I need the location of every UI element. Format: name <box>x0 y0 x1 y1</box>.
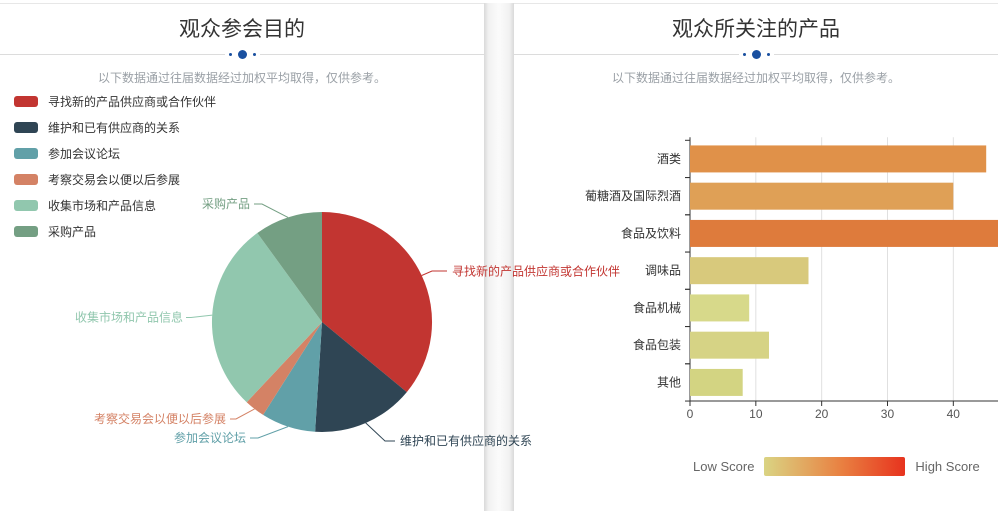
bar-panel-subtitle: 以下数据通过往届数据经过加权平均取得，仅供参考。 <box>611 71 900 85</box>
legend-swatch <box>14 199 38 211</box>
title-divider <box>0 49 484 59</box>
bar-panel: 观众所关注的产品 以下数据通过往届数据经过加权平均取得，仅供参考。 Low Sc… <box>514 3 998 511</box>
divider-dot-big <box>237 49 247 59</box>
divider-dot-small <box>742 52 746 56</box>
bar-5[interactable] <box>690 331 769 359</box>
legend-label: 考察交易会以便以后参展 <box>48 172 181 187</box>
pie-panel-title: 观众参会目的 <box>179 18 305 41</box>
bar-3[interactable] <box>690 257 809 285</box>
legend-swatch <box>14 95 38 107</box>
pie-slice-3[interactable] <box>246 322 322 415</box>
pie-slice-2[interactable] <box>263 322 322 432</box>
panel-divider <box>484 3 514 511</box>
divider-line-right <box>773 53 998 55</box>
divider-line-right <box>259 53 484 55</box>
bar-0[interactable] <box>690 145 987 173</box>
legend-item-3[interactable]: 考察交易会以便以后参展 <box>14 166 216 192</box>
legend-label: 参加会议论坛 <box>48 146 121 161</box>
legend-swatch <box>14 121 38 133</box>
legend-swatch <box>14 225 38 237</box>
pie-slice-0[interactable] <box>322 212 433 393</box>
legend-label: 收集市场和产品信息 <box>48 198 157 213</box>
legend-item-5[interactable]: 采购产品 <box>14 218 216 244</box>
bar-2[interactable] <box>690 219 998 247</box>
divider-dot-small <box>228 52 232 56</box>
visualmap-gradient-bar <box>764 457 906 476</box>
divider-line-left <box>514 53 739 55</box>
divider-line-left <box>0 53 225 55</box>
legend-item-1[interactable]: 维护和已有供应商的关系 <box>14 114 216 140</box>
legend-label: 维护和已有供应商的关系 <box>48 120 181 135</box>
pie-panel-subtitle: 以下数据通过往届数据经过加权平均取得，仅供参考。 <box>97 71 386 85</box>
legend-item-2[interactable]: 参加会议论坛 <box>14 140 216 166</box>
pie-slice-4[interactable] <box>211 233 322 403</box>
divider-dot-big <box>751 49 761 59</box>
pie-slice-1[interactable] <box>315 322 407 433</box>
bar-1[interactable] <box>690 182 954 210</box>
visualmap-high-label: High Score <box>915 459 980 474</box>
divider-dot-small <box>252 52 256 56</box>
visualmap-low-label: Low Score <box>693 459 755 474</box>
pie-legend: 寻找新的产品供应商或合作伙伴 维护和已有供应商的关系 参加会议论坛考察交易会以便以后… <box>14 88 216 244</box>
title-divider <box>514 49 998 59</box>
legend-swatch <box>14 173 38 185</box>
legend-item-4[interactable]: 收集市场和产品信息 <box>14 192 216 218</box>
legend-swatch <box>14 147 38 159</box>
bar-4[interactable] <box>690 294 750 322</box>
divider-dot-small <box>766 52 770 56</box>
visualmap-legend[interactable]: Low Score High Score <box>693 457 980 476</box>
legend-item-0[interactable]: 寻找新的产品供应商或合作伙伴 <box>14 88 216 114</box>
legend-label: 采购产品 <box>48 224 97 239</box>
pie-slice-5[interactable] <box>257 211 322 322</box>
legend-label: 寻找新的产品供应商或合作伙伴 <box>48 94 217 109</box>
bar-6[interactable] <box>690 368 743 396</box>
bar-panel-title: 观众所关注的产品 <box>672 18 840 41</box>
